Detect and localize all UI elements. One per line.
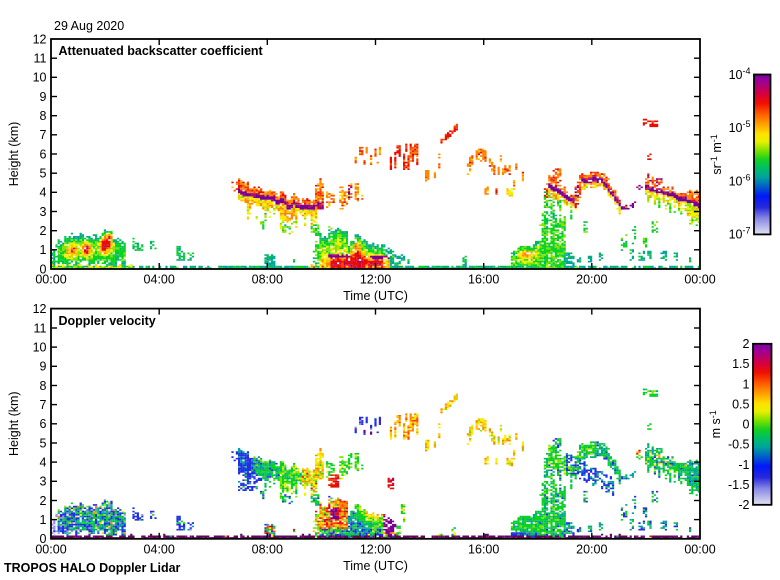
svg-text:-2: -2 (738, 498, 749, 512)
svg-text:0.5: 0.5 (732, 398, 749, 412)
svg-text:10: 10 (33, 340, 47, 354)
svg-text:1: 1 (40, 243, 47, 257)
svg-text:12: 12 (33, 302, 47, 316)
svg-text:20:00: 20:00 (576, 273, 607, 287)
svg-text:Time (UTC): Time (UTC) (343, 559, 408, 573)
svg-text:2: 2 (743, 337, 750, 351)
svg-text:TROPOS HALO Doppler Lidar: TROPOS HALO Doppler Lidar (4, 561, 181, 575)
svg-text:9: 9 (40, 360, 47, 374)
svg-text:08:00: 08:00 (252, 542, 283, 556)
svg-text:0: 0 (40, 532, 47, 546)
svg-text:04:00: 04:00 (144, 273, 175, 287)
svg-text:Attenuated backscatter coeffic: Attenuated backscatter coefficient (59, 44, 264, 58)
svg-text:5: 5 (40, 436, 47, 450)
svg-text:8: 8 (40, 379, 47, 393)
svg-text:7: 7 (40, 398, 47, 412)
svg-text:04:00: 04:00 (144, 542, 175, 556)
svg-text:16:00: 16:00 (468, 273, 499, 287)
svg-text:Doppler velocity: Doppler velocity (59, 314, 156, 328)
svg-text:3: 3 (40, 205, 47, 219)
svg-text:0: 0 (743, 418, 750, 432)
svg-text:-1.5: -1.5 (728, 478, 750, 492)
svg-text:3: 3 (40, 475, 47, 489)
svg-text:20:00: 20:00 (576, 542, 607, 556)
svg-text:2: 2 (40, 224, 47, 238)
svg-text:Time (UTC): Time (UTC) (343, 289, 408, 303)
svg-text:29 Aug 2020: 29 Aug 2020 (54, 19, 124, 33)
svg-text:11: 11 (34, 52, 47, 66)
svg-text:16:00: 16:00 (468, 542, 499, 556)
svg-text:5: 5 (40, 167, 47, 181)
svg-text:Height (km): Height (km) (7, 391, 21, 456)
svg-text:7: 7 (40, 128, 47, 142)
svg-text:00:00: 00:00 (35, 542, 66, 556)
svg-text:1.5: 1.5 (732, 357, 749, 371)
svg-text:12: 12 (33, 32, 47, 46)
svg-text:12:00: 12:00 (360, 542, 391, 556)
svg-text:00:00: 00:00 (684, 542, 715, 556)
svg-text:-1: -1 (738, 458, 749, 472)
svg-text:08:00: 08:00 (252, 273, 283, 287)
svg-text:-0.5: -0.5 (728, 438, 750, 452)
svg-text:4: 4 (40, 455, 47, 469)
svg-text:6: 6 (40, 417, 47, 431)
svg-text:2: 2 (40, 494, 47, 508)
svg-text:11: 11 (34, 321, 47, 335)
svg-text:sr-1 m-1: sr-1 m-1 (709, 134, 724, 174)
svg-text:4: 4 (40, 186, 47, 200)
svg-text:00:00: 00:00 (684, 273, 715, 287)
svg-text:9: 9 (40, 90, 47, 104)
svg-text:0: 0 (40, 262, 47, 276)
svg-text:1: 1 (40, 513, 47, 527)
svg-text:1: 1 (743, 377, 750, 391)
svg-text:8: 8 (40, 109, 47, 123)
svg-text:6: 6 (40, 147, 47, 161)
svg-text:12:00: 12:00 (360, 273, 391, 287)
svg-text:00:00: 00:00 (35, 273, 66, 287)
svg-text:10: 10 (33, 71, 47, 85)
svg-text:Height (km): Height (km) (7, 122, 21, 187)
